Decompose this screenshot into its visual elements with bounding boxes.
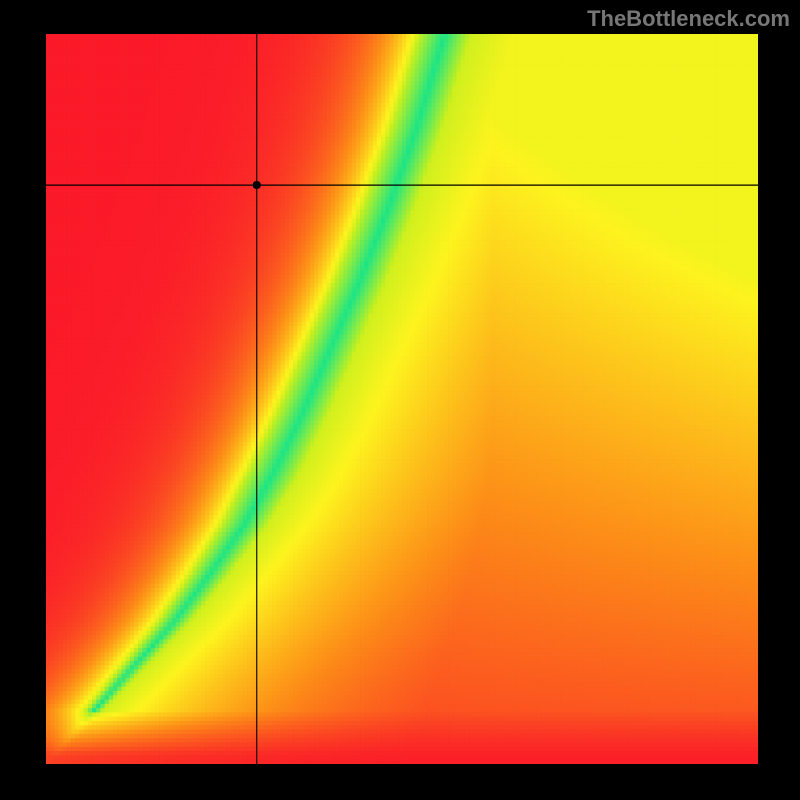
watermark-text: TheBottleneck.com — [587, 6, 790, 32]
heatmap-plot — [46, 34, 758, 764]
chart-container: TheBottleneck.com — [0, 0, 800, 800]
heatmap-canvas — [46, 34, 758, 764]
